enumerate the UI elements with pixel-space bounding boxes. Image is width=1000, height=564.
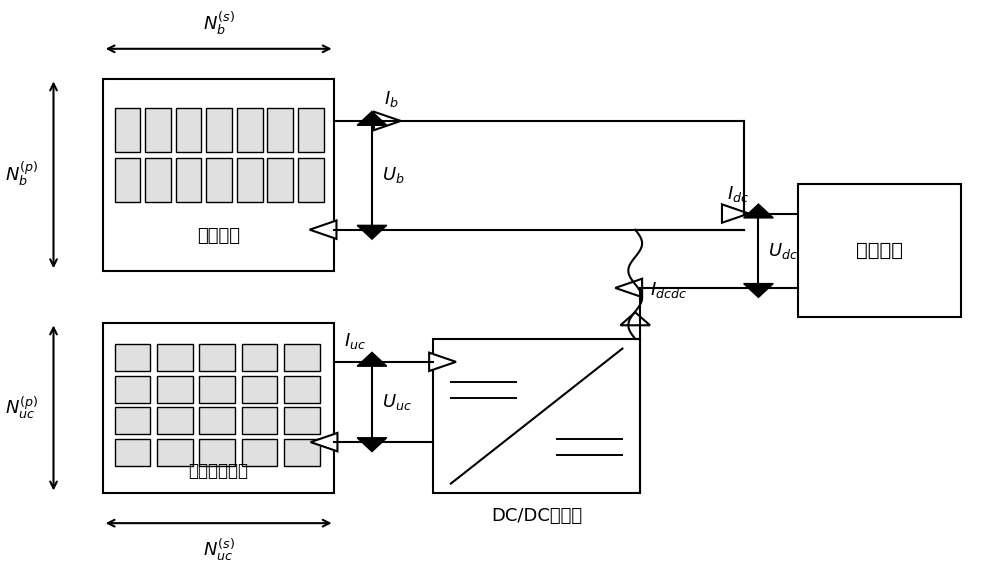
- Bar: [199, 344, 235, 371]
- Polygon shape: [357, 438, 387, 452]
- Text: 驱动电机: 驱动电机: [856, 241, 903, 260]
- Text: $U_{dc}$: $U_{dc}$: [768, 241, 798, 261]
- Bar: [176, 158, 201, 202]
- Text: $I_b$: $I_b$: [384, 89, 399, 109]
- Bar: [115, 344, 150, 371]
- Bar: [115, 439, 150, 466]
- Bar: [115, 376, 150, 403]
- Bar: [798, 184, 961, 317]
- Text: $N_{uc}^{(p)}$: $N_{uc}^{(p)}$: [5, 395, 39, 421]
- Text: $I_{uc}$: $I_{uc}$: [344, 331, 366, 351]
- Bar: [199, 376, 235, 403]
- Bar: [298, 158, 324, 202]
- Bar: [242, 376, 277, 403]
- Text: 蓄电池组: 蓄电池组: [197, 227, 240, 245]
- Bar: [115, 108, 140, 152]
- Bar: [284, 407, 320, 434]
- Bar: [157, 344, 193, 371]
- Text: $N_b^{(p)}$: $N_b^{(p)}$: [5, 160, 39, 190]
- Bar: [284, 376, 320, 403]
- Text: 超级电容器组: 超级电容器组: [189, 461, 249, 479]
- Polygon shape: [311, 433, 337, 451]
- Bar: [267, 108, 293, 152]
- Bar: [115, 407, 150, 434]
- Bar: [433, 339, 640, 494]
- Bar: [157, 407, 193, 434]
- Polygon shape: [744, 284, 773, 297]
- Bar: [157, 376, 193, 403]
- Bar: [298, 108, 324, 152]
- Polygon shape: [620, 312, 650, 325]
- Bar: [206, 158, 232, 202]
- Bar: [176, 108, 201, 152]
- Text: $U_{uc}$: $U_{uc}$: [382, 392, 412, 412]
- Polygon shape: [374, 112, 401, 130]
- Bar: [237, 158, 263, 202]
- Bar: [206, 108, 232, 152]
- Text: $I_{dc}$: $I_{dc}$: [727, 184, 749, 204]
- Polygon shape: [722, 204, 749, 223]
- Bar: [145, 158, 171, 202]
- Polygon shape: [357, 112, 387, 125]
- Bar: [284, 439, 320, 466]
- Polygon shape: [429, 352, 456, 371]
- Polygon shape: [357, 352, 387, 366]
- Bar: [157, 439, 193, 466]
- Bar: [242, 407, 277, 434]
- Bar: [284, 344, 320, 371]
- Polygon shape: [744, 204, 773, 218]
- Bar: [242, 439, 277, 466]
- Polygon shape: [615, 279, 642, 297]
- Polygon shape: [310, 221, 336, 239]
- Text: $I_{dcdc}$: $I_{dcdc}$: [650, 280, 687, 299]
- Bar: [103, 323, 334, 494]
- Bar: [242, 344, 277, 371]
- Polygon shape: [357, 226, 387, 239]
- Text: $U_b$: $U_b$: [382, 165, 404, 186]
- Text: $N_{uc}^{(s)}$: $N_{uc}^{(s)}$: [203, 537, 235, 563]
- Bar: [115, 158, 140, 202]
- Bar: [237, 108, 263, 152]
- Bar: [199, 439, 235, 466]
- Bar: [145, 108, 171, 152]
- Text: DC/DC变换器: DC/DC变换器: [491, 507, 582, 525]
- Bar: [267, 158, 293, 202]
- Bar: [103, 78, 334, 271]
- Text: $N_b^{(s)}$: $N_b^{(s)}$: [203, 9, 235, 37]
- Bar: [199, 407, 235, 434]
